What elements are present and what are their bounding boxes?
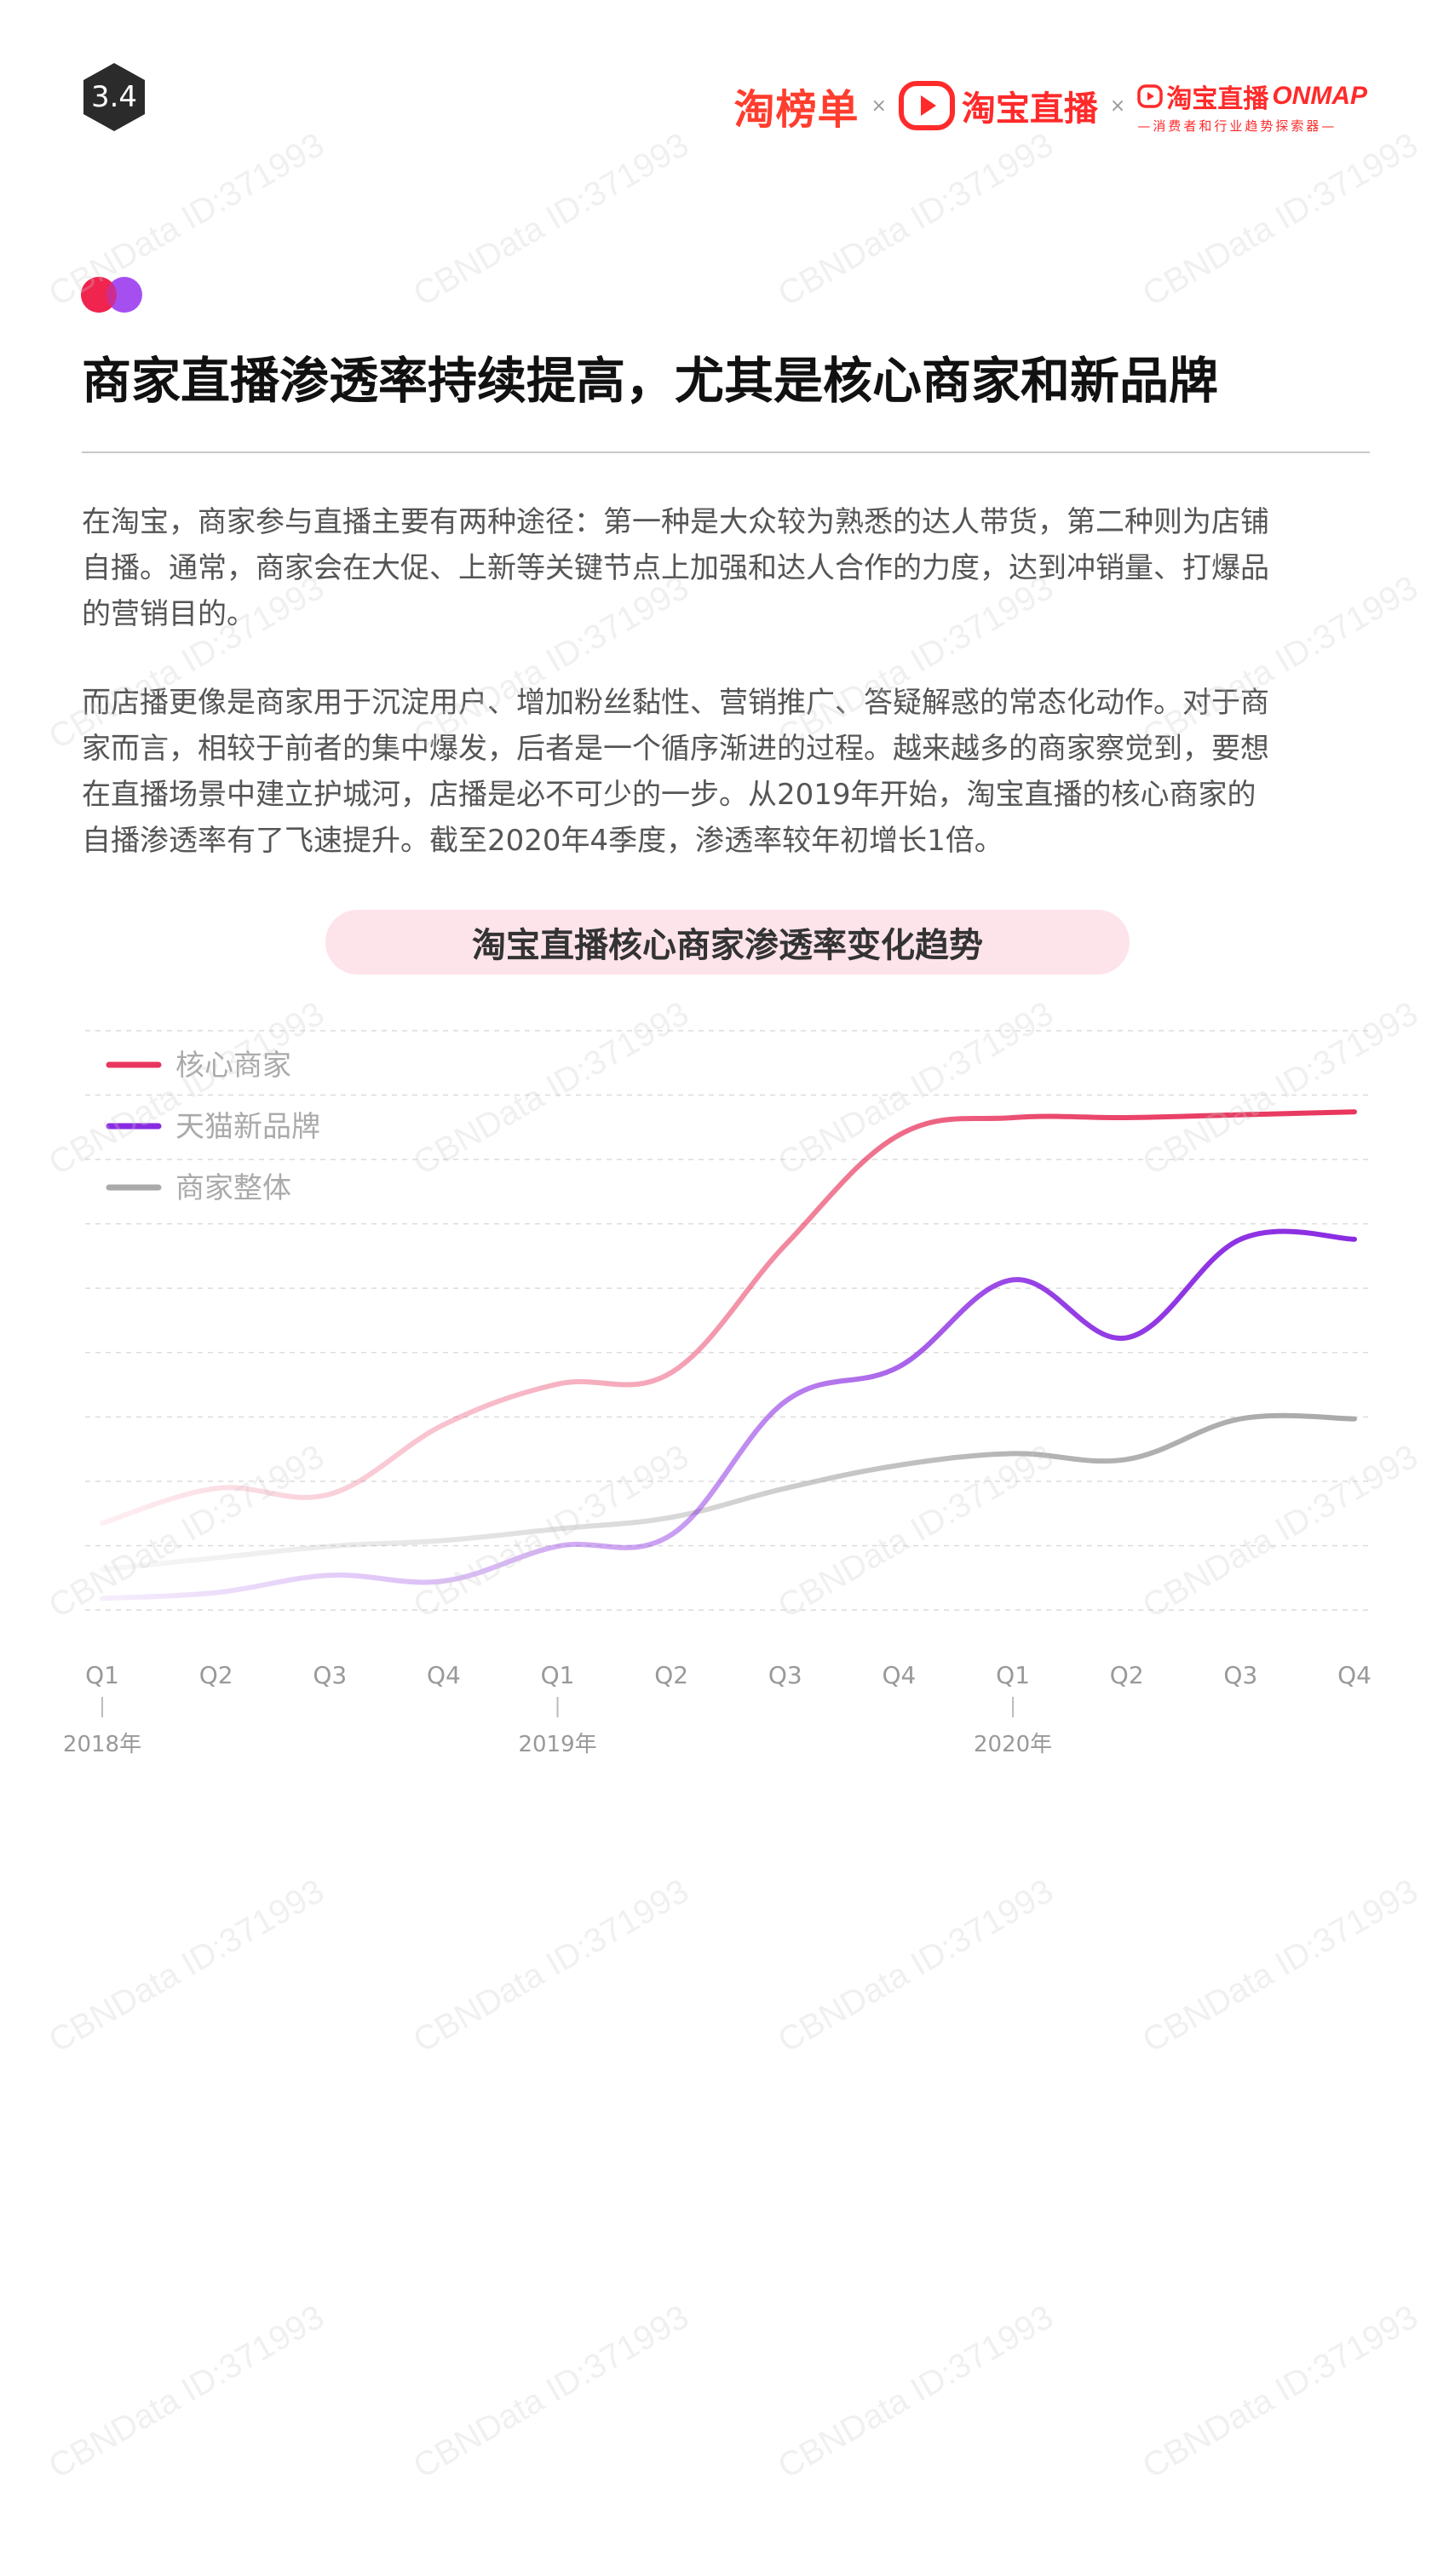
section-number: 3.4	[90, 80, 138, 114]
watermark-text: CBNData ID:371993	[1136, 1872, 1424, 2061]
legend-label: 商家整体	[175, 1171, 291, 1205]
paragraph-1: 在淘宝，商家参与直播主要有两种途径：第一种是大众较为熟悉的达人带货，第二种则为店…	[82, 499, 1370, 637]
x-tick-label: Q2	[654, 1661, 688, 1689]
year-label: 2019年	[518, 1732, 596, 1757]
x-tick-label: Q1	[541, 1661, 575, 1689]
series-line-0	[100, 1109, 1357, 1526]
logo-taobao-live-text: 淘宝直播	[961, 89, 1098, 129]
logo-onmap-cn: 淘宝直播	[1166, 83, 1269, 114]
x-tick-label: Q2	[199, 1661, 233, 1689]
x-tick-label: Q3	[313, 1661, 347, 1689]
paragraph-line: 而店播更像是商家用于沉淀用户、增加粉丝黏性、营销推广、答疑解惑的常态化动作。对于…	[82, 686, 1269, 720]
watermark-text: CBNData ID:371993	[772, 125, 1060, 314]
paragraph-line: 自播。通常，商家会在大促、上新等关键节点上加强和达人合作的力度，达到冲销量、打爆…	[82, 551, 1269, 585]
year-label: 2018年	[63, 1732, 141, 1757]
logo-onmap-en: ONMAP	[1272, 81, 1367, 110]
section-number-badge: 3.4	[82, 61, 147, 133]
paragraph-line: 在直播场景中建立护城河，店播是必不可少的一步。从2019年开始，淘宝直播的核心商…	[82, 778, 1256, 812]
paragraph-line: 家而言，相较于前者的集中爆发，后者是一个循序渐进的过程。越来越多的商家察觉到，要…	[82, 732, 1269, 766]
x-tick-label: Q3	[1223, 1661, 1257, 1689]
x-tick-label: Q4	[1337, 1661, 1371, 1689]
legend-label: 核心商家	[175, 1049, 291, 1083]
paragraph-2: 而店播更像是商家用于沉淀用户、增加粉丝黏性、营销推广、答疑解惑的常态化动作。对于…	[82, 680, 1370, 864]
title-divider	[82, 451, 1370, 453]
series-line-2	[100, 1412, 1357, 1573]
series-line-1	[100, 1228, 1357, 1601]
watermark-text: CBNData ID:371993	[43, 2297, 331, 2487]
times-symbol: ×	[1109, 95, 1126, 117]
logo-onmap-subtitle: —消费者和行业趋势探索器—	[1137, 118, 1337, 134]
watermark-text: CBNData ID:371993	[43, 1872, 331, 2061]
paragraph-line: 的营销目的。	[82, 597, 256, 631]
watermark-text: CBNData ID:371993	[772, 2297, 1060, 2487]
partner-logos: 淘榜单 × 淘宝直播 × 淘宝直播 ONMAP —消费者和行业趋势探索器—	[733, 72, 1367, 140]
page-title: 商家直播渗透率持续提高，尤其是核心商家和新品牌	[82, 352, 1219, 410]
watermark-text: CBNData ID:371993	[772, 1872, 1060, 2061]
x-tick-label: Q3	[768, 1661, 802, 1689]
taobao-live-play-icon	[898, 81, 955, 130]
legend-label: 天猫新品牌	[175, 1110, 320, 1144]
year-label: 2020年	[974, 1732, 1052, 1757]
watermark-text: CBNData ID:371993	[407, 2297, 695, 2487]
chart-title: 淘宝直播核心商家渗透率变化趋势	[472, 926, 983, 965]
logo-taobao-live: 淘宝直播	[898, 81, 1098, 130]
paragraph-line: 在淘宝，商家参与直播主要有两种途径：第一种是大众较为熟悉的达人带货，第二种则为店…	[82, 505, 1269, 539]
x-axis: Q1 Q2 Q3 Q4 Q1 Q2 Q3 Q4 Q1 Q2 Q3 Q4 2018年 2019年 2020年	[63, 1661, 1371, 1757]
watermark-text: CBNData ID:371993	[1136, 2297, 1424, 2487]
decorative-dots-icon	[81, 277, 142, 313]
x-tick-label: Q1	[85, 1661, 119, 1689]
logo-taobangdan: 淘榜单	[733, 86, 860, 134]
watermark-text: CBNData ID:371993	[407, 1872, 695, 2061]
paragraph-line: 自播渗透率有了飞速提升。截至2020年4季度，渗透率较年初增长1倍。	[82, 824, 1003, 858]
x-tick-label: Q4	[883, 1661, 917, 1689]
onmap-play-icon	[1137, 83, 1164, 108]
logo-onmap: 淘宝直播 ONMAP —消费者和行业趋势探索器—	[1137, 78, 1367, 135]
x-tick-label: Q2	[1110, 1661, 1144, 1689]
x-tick-label: Q1	[996, 1661, 1030, 1689]
watermark-text: CBNData ID:371993	[407, 125, 695, 314]
times-symbol: ×	[871, 95, 887, 117]
watermark-text: CBNData ID:371993	[1136, 125, 1424, 314]
hexagon-shape	[83, 63, 145, 131]
x-tick-label: Q4	[427, 1661, 461, 1689]
chart-title-pill: 淘宝直播核心商家渗透率变化趋势	[325, 910, 1130, 975]
